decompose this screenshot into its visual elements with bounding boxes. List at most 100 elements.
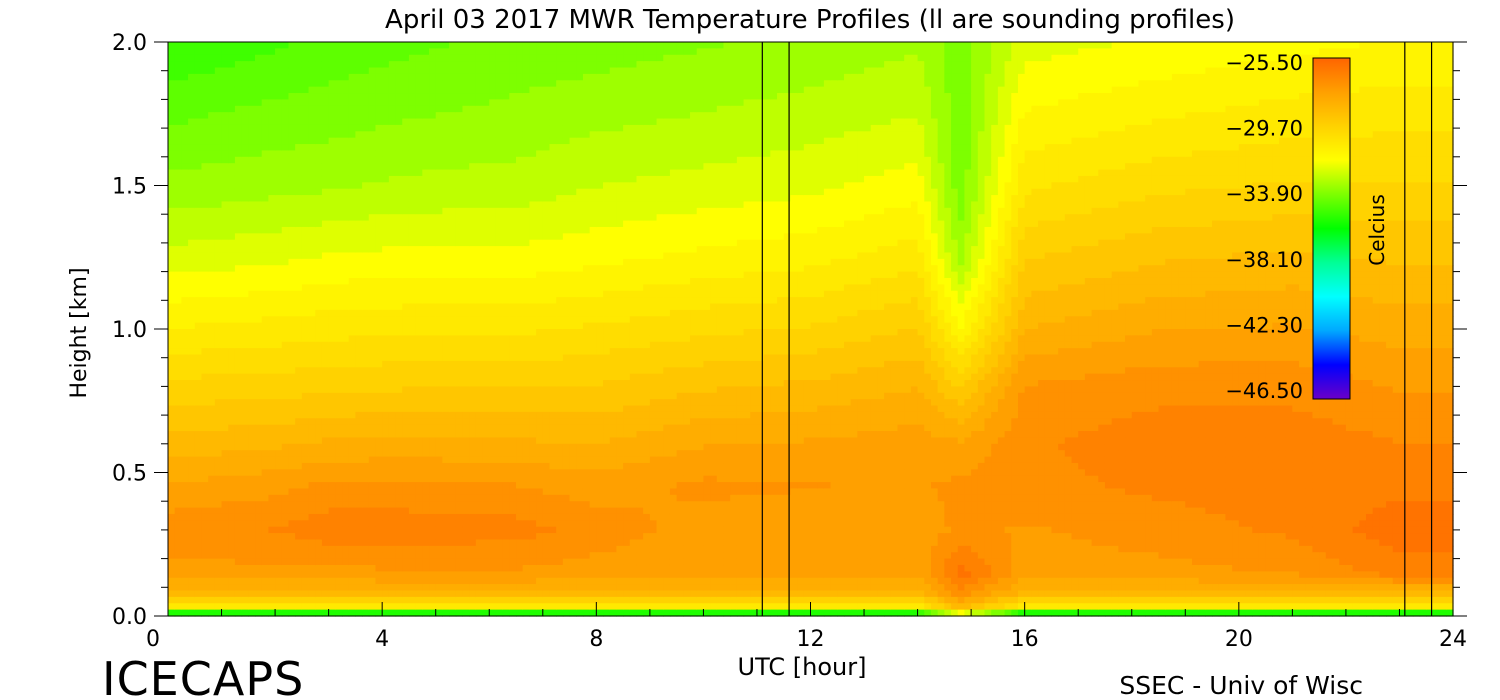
heatmap-cell: [342, 150, 349, 157]
heatmap-cell: [288, 527, 295, 534]
heatmap-cell: [195, 552, 202, 559]
heatmap-cell: [268, 201, 275, 208]
heatmap-cell: [235, 182, 242, 189]
heatmap-cell: [456, 112, 463, 119]
heatmap-cell: [262, 539, 269, 546]
heatmap-cell: [235, 195, 242, 202]
heatmap-cell: [282, 495, 289, 502]
heatmap-cell: [228, 603, 235, 610]
heatmap-cell: [335, 48, 342, 55]
heatmap-cell: [503, 272, 510, 279]
heatmap-cell: [282, 284, 289, 291]
heatmap-cell: [275, 508, 282, 515]
heatmap-cell: [389, 418, 396, 425]
heatmap-cell: [422, 265, 429, 272]
heatmap-cell: [355, 495, 362, 502]
heatmap-cell: [355, 399, 362, 406]
heatmap-cell: [483, 393, 490, 400]
heatmap-cell: [382, 412, 389, 419]
heatmap-cell: [362, 87, 369, 94]
heatmap-cell: [349, 412, 356, 419]
heatmap-cell: [476, 457, 483, 464]
heatmap-cell: [208, 221, 215, 228]
heatmap-cell: [469, 431, 476, 438]
heatmap-cell: [496, 119, 503, 126]
heatmap-cell: [175, 144, 182, 151]
heatmap-cell: [349, 418, 356, 425]
heatmap-cell: [362, 55, 369, 62]
heatmap-cell: [315, 48, 322, 55]
heatmap-cell: [242, 546, 249, 553]
heatmap-cell: [516, 68, 523, 75]
heatmap-cell: [268, 240, 275, 247]
heatmap-cell: [248, 361, 255, 368]
heatmap-cell: [523, 278, 530, 285]
heatmap-cell: [422, 482, 429, 489]
heatmap-cell: [489, 348, 496, 355]
heatmap-cell: [255, 68, 262, 75]
heatmap-cell: [369, 450, 376, 457]
heatmap-cell: [242, 80, 249, 87]
heatmap-cell: [396, 590, 403, 597]
heatmap-cell: [335, 246, 342, 253]
heatmap-cell: [469, 571, 476, 578]
heatmap-cell: [369, 272, 376, 279]
heatmap-cell: [208, 170, 215, 177]
heatmap-cell: [469, 112, 476, 119]
heatmap-cell: [309, 482, 316, 489]
heatmap-cell: [195, 431, 202, 438]
heatmap-cell: [315, 552, 322, 559]
heatmap-cell: [242, 214, 249, 221]
heatmap-cell: [275, 584, 282, 591]
heatmap-cell: [396, 240, 403, 247]
heatmap-cell: [416, 527, 423, 534]
heatmap-cell: [436, 514, 443, 521]
heatmap-cell: [242, 74, 249, 81]
heatmap-cell: [201, 55, 208, 62]
heatmap-cell: [295, 291, 302, 298]
heatmap-cell: [248, 425, 255, 432]
heatmap-cell: [436, 450, 443, 457]
heatmap-cell: [168, 482, 175, 489]
heatmap-cell: [315, 157, 322, 164]
heatmap-cell: [342, 374, 349, 381]
heatmap-cell: [315, 533, 322, 540]
heatmap-cell: [382, 450, 389, 457]
heatmap-cell: [195, 469, 202, 476]
heatmap-cell: [416, 399, 423, 406]
heatmap-cell: [315, 195, 322, 202]
heatmap-cell: [529, 584, 536, 591]
heatmap-cell: [456, 131, 463, 138]
heatmap-cell: [342, 291, 349, 298]
heatmap-cell: [389, 527, 396, 534]
heatmap-cell: [275, 42, 282, 49]
heatmap-cell: [282, 61, 289, 68]
heatmap-cell: [529, 265, 536, 272]
heatmap-cell: [195, 310, 202, 317]
heatmap-cell: [496, 189, 503, 196]
heatmap-cell: [302, 291, 309, 298]
heatmap-cell: [436, 380, 443, 387]
heatmap-cell: [429, 571, 436, 578]
heatmap-cell: [175, 437, 182, 444]
heatmap-cell: [462, 106, 469, 113]
heatmap-cell: [469, 61, 476, 68]
heatmap-cell: [422, 138, 429, 145]
heatmap-cell: [315, 55, 322, 62]
heatmap-cell: [382, 508, 389, 515]
heatmap-cell: [389, 214, 396, 221]
heatmap-cell: [342, 106, 349, 113]
heatmap-cell: [396, 488, 403, 495]
heatmap-cell: [483, 431, 490, 438]
heatmap-cell: [295, 221, 302, 228]
heatmap-cell: [181, 87, 188, 94]
heatmap-cell: [442, 450, 449, 457]
heatmap-cell: [449, 80, 456, 87]
heatmap-cell: [215, 508, 222, 515]
heatmap-cell: [255, 590, 262, 597]
heatmap-cell: [181, 476, 188, 483]
heatmap-cell: [402, 48, 409, 55]
heatmap-cell: [295, 495, 302, 502]
heatmap-cell: [282, 380, 289, 387]
heatmap-cell: [449, 195, 456, 202]
